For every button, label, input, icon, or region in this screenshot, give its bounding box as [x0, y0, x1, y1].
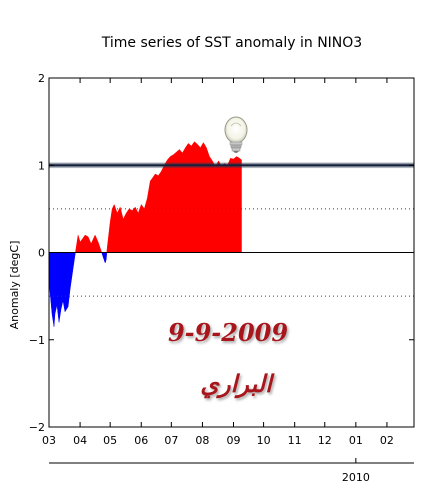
- x-tick-label: 05: [103, 434, 117, 447]
- x-tick-label: 11: [288, 434, 302, 447]
- x-tick-label: 09: [227, 434, 241, 447]
- x-tick-label: 02: [380, 434, 394, 447]
- y-axis: 2 1 0 −1 −2: [29, 72, 414, 434]
- x-tick-label: 01: [349, 434, 363, 447]
- date-stamp: 9-9-2009: [168, 318, 288, 347]
- plot-area: [48, 141, 414, 327]
- x-tick-label: 12: [318, 434, 332, 447]
- negative-anomaly-area: [48, 252, 76, 327]
- x-tick-label: 07: [164, 434, 178, 447]
- x-tick-label: 06: [134, 434, 148, 447]
- x-axis: 03 04 05 06 07 08 09 10 11 12 01 02: [42, 78, 394, 447]
- lightbulb-icon: [224, 116, 248, 153]
- y-axis-label: Anomaly [degC]: [8, 241, 21, 330]
- signature-text: البراري: [200, 369, 275, 399]
- positive-anomaly-area: [106, 141, 242, 253]
- x-tick-label: 04: [73, 434, 87, 447]
- y-tick-label: 0: [38, 247, 45, 260]
- y-tick-label: 1: [38, 159, 45, 172]
- chart-title: Time series of SST anomaly in NINO3: [101, 35, 362, 51]
- x-tick-label: 03: [42, 434, 56, 447]
- y-tick-label: 2: [38, 72, 45, 85]
- positive-anomaly-area: [75, 234, 103, 253]
- y-tick-label: −1: [29, 334, 45, 347]
- x-tick-label: 08: [195, 434, 209, 447]
- x-tick-label: 10: [257, 434, 271, 447]
- y-tick-label: −2: [29, 421, 45, 434]
- year-label: 2010: [342, 471, 370, 484]
- negative-anomaly-area: [101, 252, 108, 264]
